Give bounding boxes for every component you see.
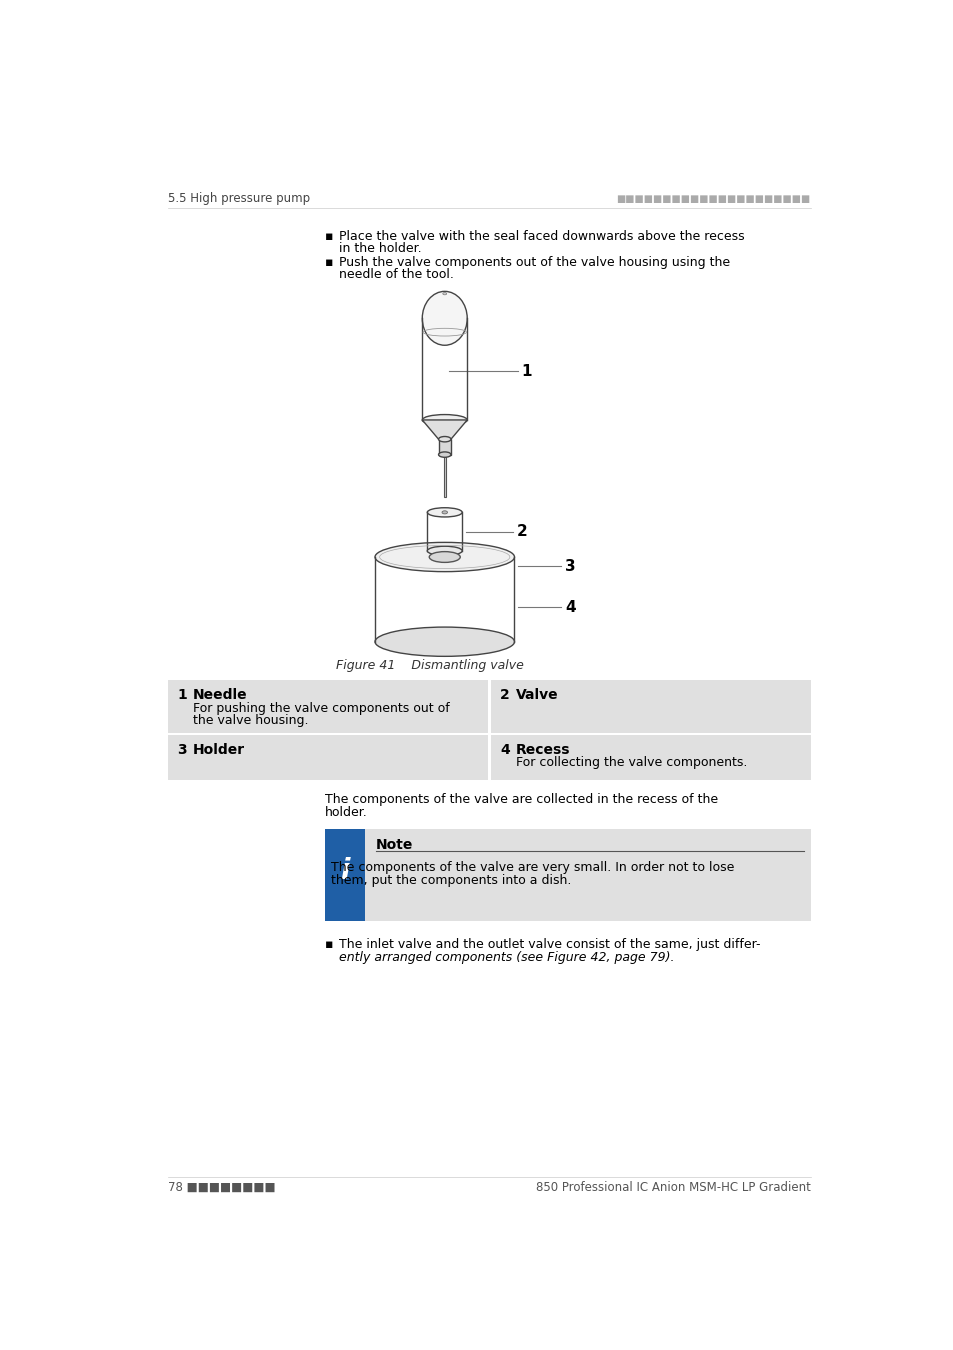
Bar bbox=[324, 829, 810, 921]
Text: ▪: ▪ bbox=[324, 256, 333, 269]
Ellipse shape bbox=[375, 628, 514, 656]
Ellipse shape bbox=[441, 510, 447, 514]
Text: Place the valve with the seal faced downwards above the recess: Place the valve with the seal faced down… bbox=[338, 230, 743, 243]
Text: The inlet valve and the outlet valve consist of the same, just differ-: The inlet valve and the outlet valve con… bbox=[338, 938, 760, 952]
Text: in the holder.: in the holder. bbox=[338, 242, 421, 255]
Text: Recess: Recess bbox=[516, 743, 570, 756]
Ellipse shape bbox=[427, 547, 461, 555]
Text: 2: 2 bbox=[516, 524, 527, 539]
Ellipse shape bbox=[438, 452, 451, 458]
Bar bbox=[491, 734, 810, 779]
Text: ■■■■■■■■■■■■■■■■■■■■■: ■■■■■■■■■■■■■■■■■■■■■ bbox=[616, 194, 810, 204]
Bar bbox=[168, 680, 487, 733]
Text: 3: 3 bbox=[177, 743, 187, 756]
Bar bbox=[324, 829, 365, 921]
Text: 1: 1 bbox=[521, 363, 532, 378]
Text: ▪: ▪ bbox=[324, 938, 333, 952]
Text: holder.: holder. bbox=[324, 806, 367, 819]
Text: 4: 4 bbox=[564, 599, 575, 614]
Text: Figure 41    Dismantling valve: Figure 41 Dismantling valve bbox=[335, 659, 523, 672]
Text: 4: 4 bbox=[499, 743, 509, 756]
Text: 5.5 High pressure pump: 5.5 High pressure pump bbox=[168, 193, 310, 205]
Text: 78 ■■■■■■■■: 78 ■■■■■■■■ bbox=[168, 1181, 275, 1195]
Ellipse shape bbox=[427, 508, 461, 517]
Text: needle of the tool.: needle of the tool. bbox=[338, 269, 453, 281]
Ellipse shape bbox=[375, 543, 514, 571]
Text: them, put the components into a dish.: them, put the components into a dish. bbox=[331, 875, 571, 887]
Bar bbox=[491, 680, 810, 733]
Bar bbox=[443, 455, 445, 497]
Ellipse shape bbox=[442, 293, 446, 294]
Text: The components of the valve are collected in the recess of the: The components of the valve are collecte… bbox=[324, 794, 717, 806]
Ellipse shape bbox=[438, 436, 451, 441]
Ellipse shape bbox=[422, 414, 467, 425]
Text: ▪: ▪ bbox=[324, 230, 333, 243]
Text: 3: 3 bbox=[564, 559, 575, 574]
Text: Holder: Holder bbox=[193, 743, 245, 756]
Polygon shape bbox=[422, 420, 467, 439]
Text: Push the valve components out of the valve housing using the: Push the valve components out of the val… bbox=[338, 256, 729, 269]
Text: For pushing the valve components out of: For pushing the valve components out of bbox=[193, 702, 449, 714]
Text: the valve housing.: the valve housing. bbox=[193, 714, 308, 728]
Text: 850 Professional IC Anion MSM-HC LP Gradient: 850 Professional IC Anion MSM-HC LP Grad… bbox=[536, 1181, 810, 1195]
Ellipse shape bbox=[429, 552, 459, 563]
Text: The components of the valve are very small. In order not to lose: The components of the valve are very sma… bbox=[331, 861, 734, 875]
Text: 1: 1 bbox=[177, 688, 187, 702]
Text: Needle: Needle bbox=[193, 688, 247, 702]
Ellipse shape bbox=[422, 292, 467, 346]
Text: ently arranged components (see Figure 42, page 79).: ently arranged components (see Figure 42… bbox=[338, 952, 674, 964]
Bar bbox=[438, 439, 451, 455]
Text: 2: 2 bbox=[499, 688, 509, 702]
Text: i: i bbox=[339, 857, 349, 886]
Bar bbox=[168, 734, 487, 779]
Text: For collecting the valve components.: For collecting the valve components. bbox=[516, 756, 746, 770]
Text: Note: Note bbox=[375, 838, 413, 852]
Text: Valve: Valve bbox=[516, 688, 558, 702]
